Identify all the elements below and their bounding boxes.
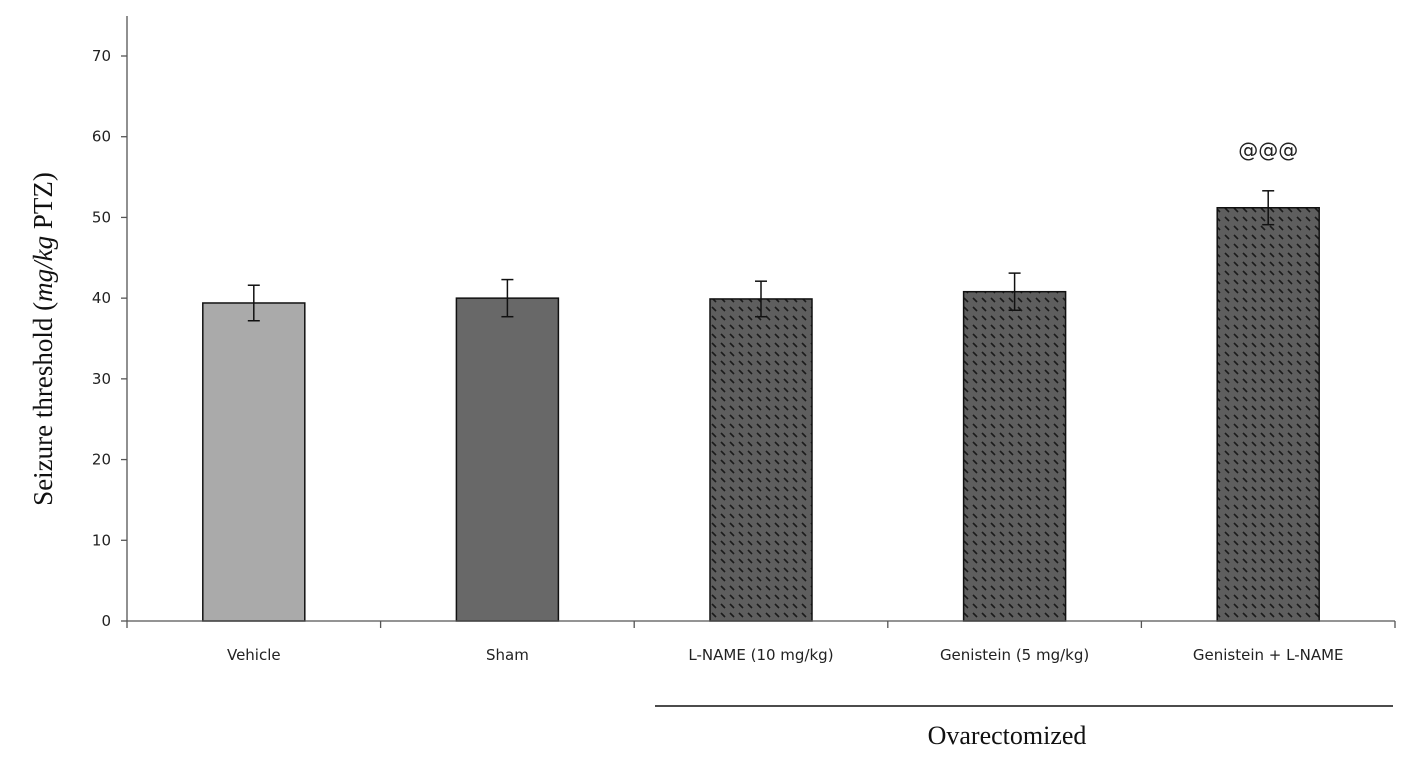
bar bbox=[1216, 206, 1320, 622]
x-tick-label: Sham bbox=[486, 646, 529, 664]
significance-label: @@@ bbox=[1238, 138, 1298, 162]
y-tick-label: 70 bbox=[92, 47, 111, 65]
x-tick-label: L-NAME (10 mg/kg) bbox=[688, 646, 833, 664]
bars: @@@ bbox=[202, 138, 1320, 622]
y-axis-label: Seizure threshold (mg/kg PTZ) bbox=[28, 172, 58, 506]
y-tick-label: 60 bbox=[92, 128, 111, 146]
bar bbox=[962, 290, 1067, 622]
y-tick-label: 10 bbox=[92, 531, 111, 549]
y-tick-label: 40 bbox=[92, 289, 111, 307]
bar bbox=[455, 297, 560, 622]
x-axis: Vehicle Sham L-NAME (10 mg/kg) Genistein (5… bbox=[126, 620, 1396, 664]
y-tick-label: 30 bbox=[92, 370, 111, 388]
y-axis: 0 10 20 30 40 50 60 70 bbox=[92, 16, 128, 630]
y-tick-label: 20 bbox=[92, 451, 111, 469]
y-tick-label: 0 bbox=[101, 612, 111, 630]
bar bbox=[202, 302, 306, 622]
x-tick-label: Vehicle bbox=[227, 646, 281, 664]
bar bbox=[709, 298, 813, 622]
group-label: Ovarectomized bbox=[928, 721, 1087, 750]
x-tick-label: Genistein (5 mg/kg) bbox=[940, 646, 1089, 664]
y-tick-label: 50 bbox=[92, 208, 111, 226]
x-tick-label: Genistein + L-NAME bbox=[1193, 646, 1344, 664]
